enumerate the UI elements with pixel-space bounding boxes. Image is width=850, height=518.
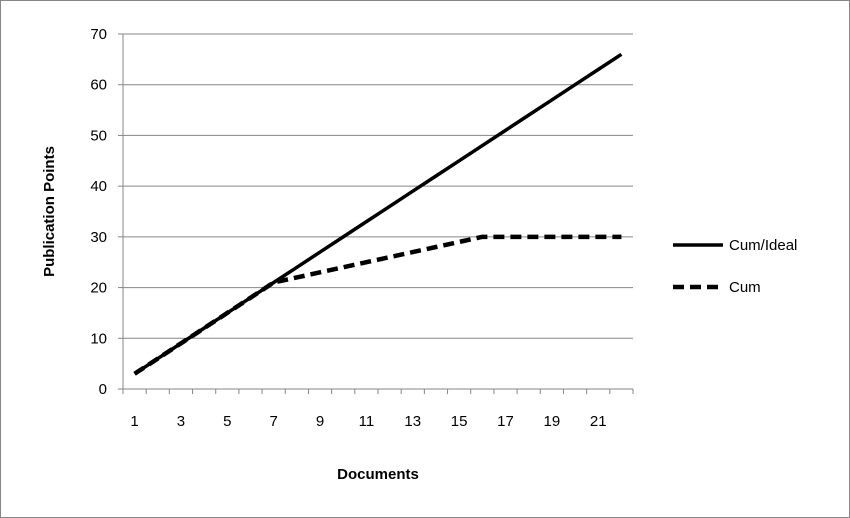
series-line-cum xyxy=(133,234,622,376)
x-tick-label: 1 xyxy=(130,413,138,430)
legend-label-cum-ideal: Cum/Ideal xyxy=(729,237,797,254)
y-tick-label: 40 xyxy=(90,178,107,195)
x-axis-title: Documents xyxy=(337,466,419,483)
legend: Cum/Ideal Cum xyxy=(673,237,797,296)
y-tick-label: 20 xyxy=(90,280,107,297)
x-tick-label: 11 xyxy=(359,413,375,430)
x-tick-labels: 1 3 5 7 9 11 13 15 17 19 21 xyxy=(122,389,634,430)
series-line-cum-ideal xyxy=(133,52,623,376)
legend-label-cum: Cum xyxy=(729,279,761,296)
x-tick-label: 5 xyxy=(223,413,231,430)
x-tick-label: 13 xyxy=(404,413,421,430)
x-tick-label: 7 xyxy=(270,413,278,430)
y-tick-labels: 0 10 20 30 40 50 60 70 xyxy=(90,26,123,398)
y-tick-label: 70 xyxy=(90,26,107,43)
y-tick-label: 0 xyxy=(99,381,107,398)
x-tick-label: 9 xyxy=(316,413,324,430)
axes xyxy=(122,34,633,390)
x-tick-label: 15 xyxy=(451,413,468,430)
x-tick-label: 19 xyxy=(544,413,561,430)
x-tick-label: 17 xyxy=(497,413,514,430)
x-tick-label: 21 xyxy=(590,413,607,430)
y-axis-title: Publication Points xyxy=(41,146,58,277)
y-tick-label: 60 xyxy=(90,77,107,94)
y-tick-label: 30 xyxy=(90,229,107,246)
x-tick-label: 3 xyxy=(177,413,185,430)
series-lines xyxy=(133,52,623,376)
y-tick-label: 50 xyxy=(90,127,107,144)
y-tick-label: 10 xyxy=(90,330,107,347)
gridlines xyxy=(123,33,633,339)
